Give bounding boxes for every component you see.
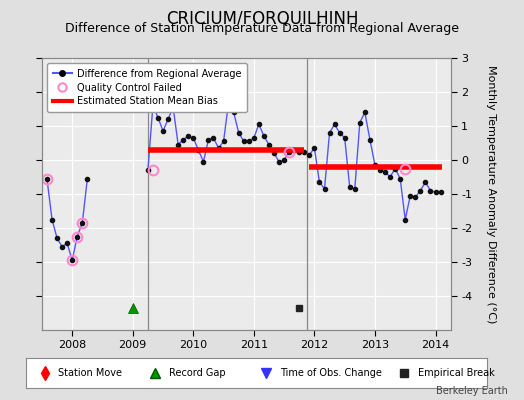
- Text: Difference of Station Temperature Data from Regional Average: Difference of Station Temperature Data f…: [65, 22, 459, 35]
- Text: Station Move: Station Move: [59, 368, 123, 378]
- Text: Time of Obs. Change: Time of Obs. Change: [280, 368, 381, 378]
- Text: CRICIUM/FORQUILHINH: CRICIUM/FORQUILHINH: [166, 10, 358, 28]
- Text: Berkeley Earth: Berkeley Earth: [436, 386, 508, 396]
- Text: Empirical Break: Empirical Break: [418, 368, 495, 378]
- Y-axis label: Monthly Temperature Anomaly Difference (°C): Monthly Temperature Anomaly Difference (…: [486, 65, 496, 323]
- Legend: Difference from Regional Average, Quality Control Failed, Estimated Station Mean: Difference from Regional Average, Qualit…: [47, 63, 247, 112]
- Text: Record Gap: Record Gap: [169, 368, 226, 378]
